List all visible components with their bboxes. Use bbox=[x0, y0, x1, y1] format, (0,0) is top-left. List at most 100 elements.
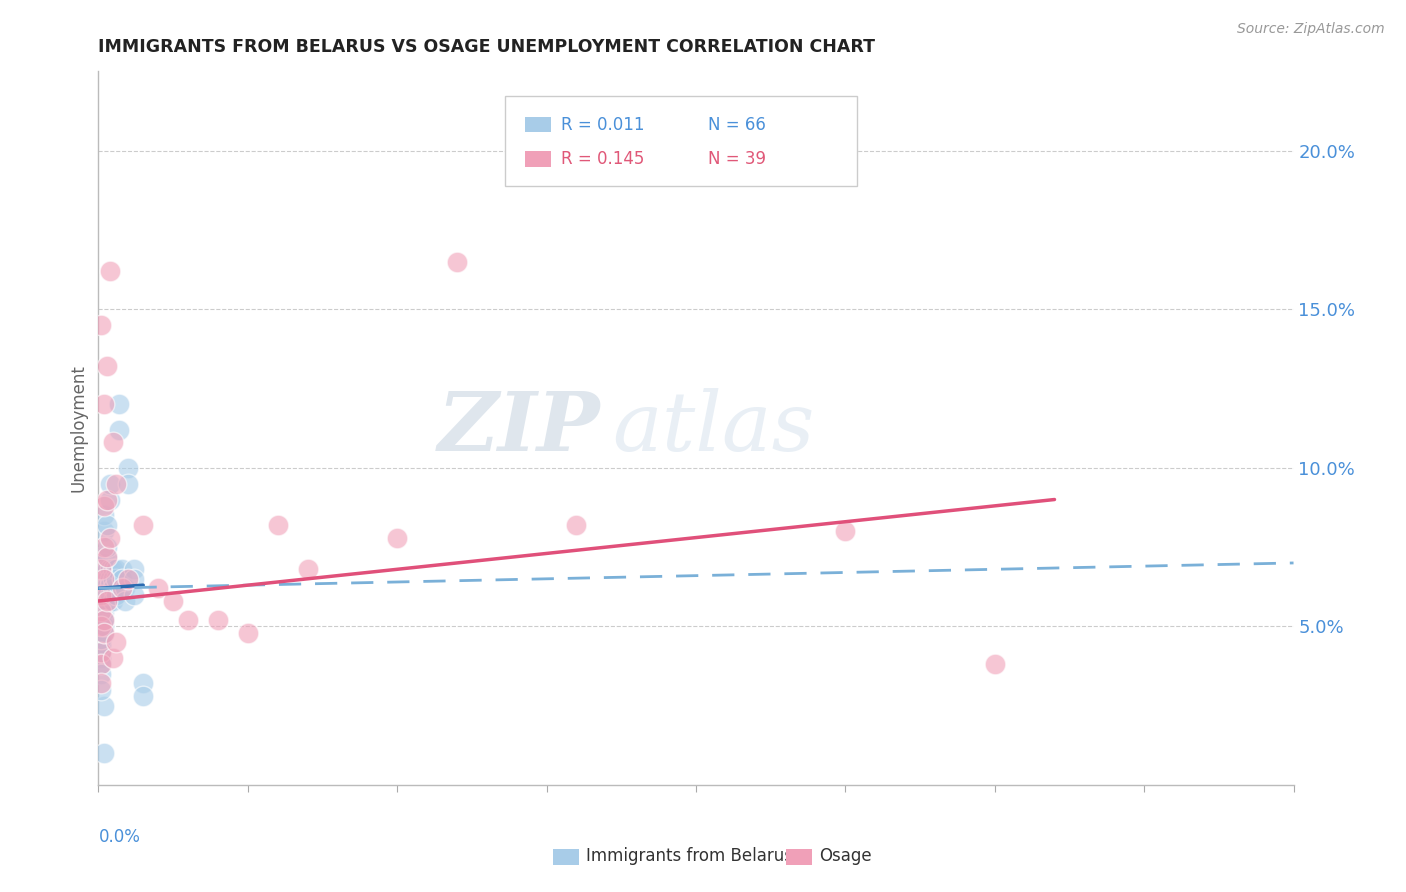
Point bbox=[111, 582, 134, 596]
Point bbox=[93, 556, 115, 570]
Point bbox=[98, 264, 122, 278]
Point bbox=[148, 582, 170, 596]
Point bbox=[90, 676, 112, 690]
Point bbox=[111, 562, 134, 576]
Point bbox=[103, 562, 125, 576]
Point bbox=[565, 517, 588, 532]
Point bbox=[90, 667, 112, 681]
Point bbox=[90, 603, 112, 617]
Point bbox=[90, 556, 112, 570]
Point bbox=[90, 657, 112, 672]
Point bbox=[124, 562, 146, 576]
Point bbox=[96, 597, 118, 611]
Point bbox=[103, 582, 125, 596]
Point bbox=[90, 588, 112, 602]
Text: IMMIGRANTS FROM BELARUS VS OSAGE UNEMPLOYMENT CORRELATION CHART: IMMIGRANTS FROM BELARUS VS OSAGE UNEMPLO… bbox=[98, 38, 876, 56]
Point bbox=[93, 588, 115, 602]
Point bbox=[124, 588, 146, 602]
Bar bbox=[524, 117, 551, 132]
Point bbox=[93, 625, 115, 640]
Text: R = 0.145: R = 0.145 bbox=[561, 150, 644, 168]
Point bbox=[96, 517, 118, 532]
Point bbox=[90, 603, 112, 617]
Point bbox=[93, 499, 115, 513]
Point bbox=[103, 594, 125, 608]
Point bbox=[90, 562, 112, 576]
Y-axis label: Unemployment: Unemployment bbox=[69, 364, 87, 492]
Point bbox=[93, 613, 115, 627]
Point bbox=[93, 619, 115, 633]
Point bbox=[446, 254, 468, 268]
Point bbox=[93, 549, 115, 564]
Point bbox=[90, 549, 112, 564]
Point bbox=[98, 588, 122, 602]
Point bbox=[93, 572, 115, 586]
Point bbox=[103, 435, 125, 450]
Point bbox=[96, 492, 118, 507]
Point bbox=[96, 588, 118, 602]
Point bbox=[984, 657, 1007, 672]
Point bbox=[93, 572, 115, 586]
Point bbox=[96, 562, 118, 576]
Point bbox=[93, 625, 115, 640]
Point bbox=[98, 578, 122, 592]
Point bbox=[132, 517, 155, 532]
Bar bbox=[786, 849, 811, 865]
Point bbox=[96, 572, 118, 586]
Point bbox=[117, 572, 139, 586]
Text: R = 0.011: R = 0.011 bbox=[561, 116, 644, 134]
Point bbox=[90, 562, 112, 576]
Point bbox=[93, 597, 115, 611]
Point bbox=[103, 651, 125, 665]
Point bbox=[385, 531, 409, 545]
Point bbox=[93, 524, 115, 539]
Point bbox=[90, 619, 112, 633]
Point bbox=[105, 635, 128, 649]
Point bbox=[90, 657, 112, 672]
Point bbox=[90, 635, 112, 649]
Point bbox=[177, 613, 200, 627]
Point bbox=[108, 423, 131, 437]
Point bbox=[93, 603, 115, 617]
Point bbox=[96, 359, 118, 374]
Point bbox=[93, 508, 115, 523]
Point bbox=[93, 397, 115, 411]
Point bbox=[105, 562, 128, 576]
Point bbox=[93, 578, 115, 592]
Point bbox=[93, 562, 115, 576]
Point bbox=[98, 572, 122, 586]
Point bbox=[96, 549, 118, 564]
Point bbox=[114, 582, 136, 596]
Point bbox=[117, 460, 139, 475]
Point bbox=[90, 645, 112, 659]
Point bbox=[111, 572, 134, 586]
Point bbox=[108, 397, 131, 411]
Point bbox=[90, 597, 112, 611]
Point bbox=[90, 619, 112, 633]
Point bbox=[124, 572, 146, 586]
Point bbox=[162, 594, 184, 608]
Point bbox=[117, 476, 139, 491]
Point bbox=[90, 582, 112, 596]
Point bbox=[93, 698, 115, 713]
Bar bbox=[524, 151, 551, 167]
Point bbox=[96, 594, 118, 608]
Point bbox=[90, 682, 112, 697]
Point bbox=[98, 562, 122, 576]
Point bbox=[103, 572, 125, 586]
Point bbox=[93, 746, 115, 760]
Point bbox=[297, 562, 319, 576]
Point bbox=[96, 578, 118, 592]
Point bbox=[98, 476, 122, 491]
Text: N = 66: N = 66 bbox=[709, 116, 766, 134]
Point bbox=[90, 572, 112, 586]
Point bbox=[236, 625, 259, 640]
Point bbox=[98, 531, 122, 545]
Point bbox=[267, 517, 290, 532]
Point bbox=[105, 476, 128, 491]
Point bbox=[90, 318, 112, 332]
Point bbox=[207, 613, 229, 627]
Bar bbox=[553, 849, 579, 865]
Point bbox=[105, 588, 128, 602]
Text: Osage: Osage bbox=[820, 847, 872, 865]
